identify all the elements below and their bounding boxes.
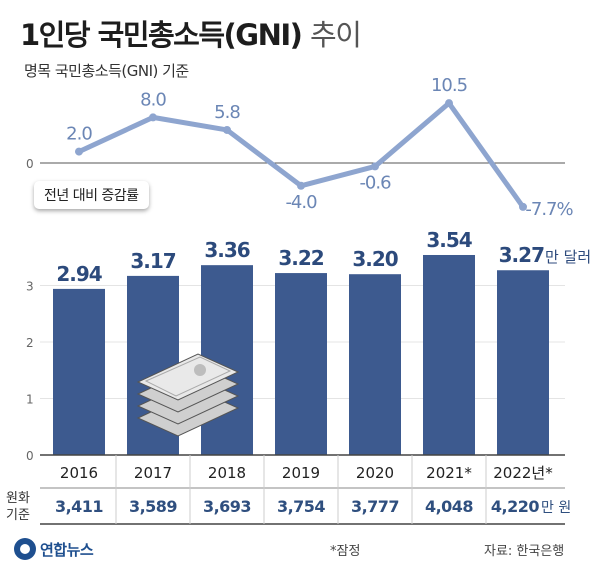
subtitle: 명목 국민총소득(GNI) 기준 — [24, 62, 189, 80]
y-tick-label: 2 — [26, 336, 34, 350]
x-tick-label: 2022년* — [493, 464, 553, 482]
krw-value: 3,777 — [351, 497, 399, 516]
bar — [423, 254, 475, 455]
logo: 연합뉴스 — [14, 538, 94, 560]
growth-label: 2.0 — [66, 124, 92, 145]
line-legend: 전년 대비 증감률 — [34, 181, 149, 209]
growth-point — [445, 99, 453, 108]
banknote — [136, 353, 240, 401]
footnote: *잠정 — [330, 544, 361, 559]
growth-label: 10.5 — [431, 75, 467, 96]
source: 자료: 한국은행 — [484, 544, 565, 559]
bar-unit-label: 만 달러 — [545, 248, 591, 266]
krw-label: 원화 — [6, 491, 30, 506]
krw-value: 3,693 — [203, 497, 251, 516]
y-tick-label: 1 — [26, 393, 34, 407]
krw-value: 4,048 — [425, 497, 473, 516]
growth-point — [371, 162, 379, 171]
x-tick-label: 2018 — [208, 464, 246, 482]
y-tick-label: 0 — [26, 449, 34, 463]
x-tick-label: 2021* — [426, 464, 472, 482]
bar — [349, 274, 401, 455]
bar — [53, 288, 105, 455]
logo-text: 연합뉴스 — [40, 540, 94, 559]
bar-value-label: 3.22 — [278, 246, 323, 270]
krw-unit-label: 만 원 — [541, 500, 571, 516]
growth-label: -7.7% — [525, 199, 573, 220]
growth-label: 5.8 — [214, 102, 240, 123]
bar-value-label: 3.54 — [426, 228, 471, 252]
growth-zero-label: 0 — [26, 157, 34, 171]
x-tick-label: 2016 — [60, 464, 98, 482]
x-tick-label: 2020 — [356, 464, 394, 482]
growth-point — [75, 147, 83, 156]
bar-value-label: 3.27 — [499, 243, 544, 267]
bar-value-label: 2.94 — [56, 262, 101, 286]
bar-value-label: 3.20 — [352, 247, 397, 271]
growth-point — [223, 125, 231, 134]
growth-point — [519, 202, 527, 211]
logo-icon — [14, 538, 36, 560]
title-area: 1인당 국민총소득(GNI) 추이 — [20, 12, 362, 54]
krw-label: 기준 — [6, 508, 30, 523]
krw-value: 3,589 — [129, 497, 177, 516]
x-tick-label: 2019 — [282, 464, 320, 482]
krw-value: 3,411 — [55, 497, 103, 516]
money-stack-icon — [136, 353, 240, 437]
title-suffix: 추이 — [310, 18, 362, 52]
growth-label: -0.6 — [359, 172, 391, 193]
growth-point — [149, 113, 157, 122]
growth-label: -4.0 — [285, 192, 317, 213]
growth-point — [297, 181, 305, 190]
bar — [275, 273, 327, 455]
banknote-portrait — [194, 364, 206, 376]
bar-chart: 0 1 2 3 2.94 3.17 3.36 3.22 3.20 3.54 3.27 만 달러 — [26, 228, 591, 463]
page-title: 1인당 국민총소득(GNI) 추이 — [20, 18, 362, 52]
krw-value: 4,220 — [491, 497, 539, 516]
bar-value-label: 3.17 — [130, 249, 175, 273]
bar — [497, 270, 549, 455]
x-tick-label: 2017 — [134, 464, 172, 482]
growth-label: 8.0 — [140, 89, 166, 110]
bar-value-label: 3.36 — [204, 238, 249, 262]
banknote-border — [144, 356, 232, 397]
growth-line-chart: 0 2.0 8.0 5.8 -4.0 -0.6 10.5 -7.7% — [26, 75, 575, 220]
y-tick-label: 3 — [26, 280, 34, 294]
krw-value: 3,754 — [277, 497, 325, 516]
